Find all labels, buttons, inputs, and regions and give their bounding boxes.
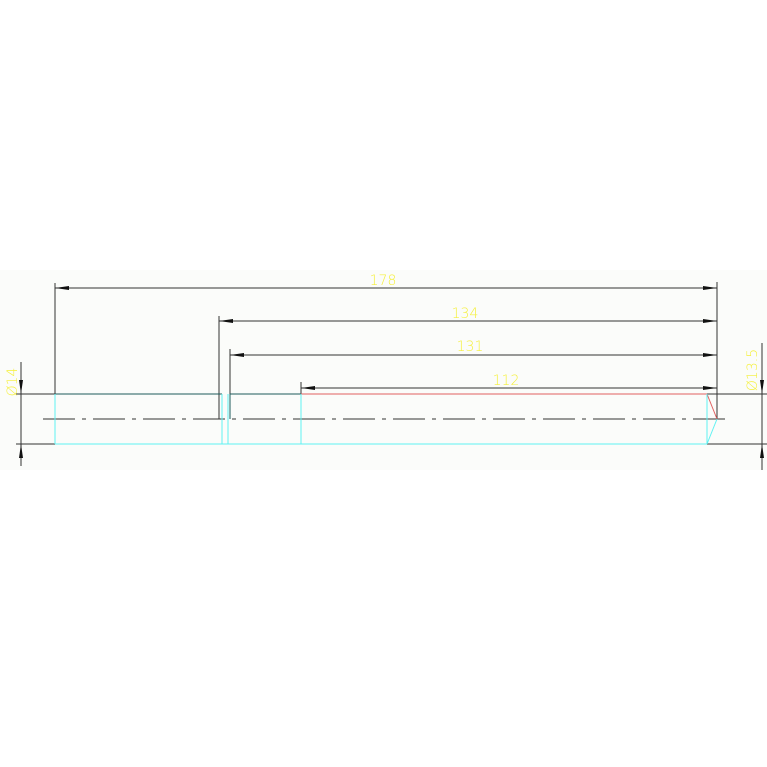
dim-text-dia-left: Ø14	[5, 368, 21, 397]
dim-text-134: 134	[452, 306, 479, 322]
drawing-area-background	[0, 270, 767, 470]
dim-text-131: 131	[457, 339, 484, 355]
dim-text-178: 178	[370, 273, 397, 289]
extension-lines	[16, 282, 767, 445]
dim-text-112: 112	[493, 373, 520, 389]
dimension-lines	[19, 286, 764, 470]
dim-text-dia-right: Ø13.5	[745, 349, 761, 391]
shaft-outline	[54, 393, 718, 445]
